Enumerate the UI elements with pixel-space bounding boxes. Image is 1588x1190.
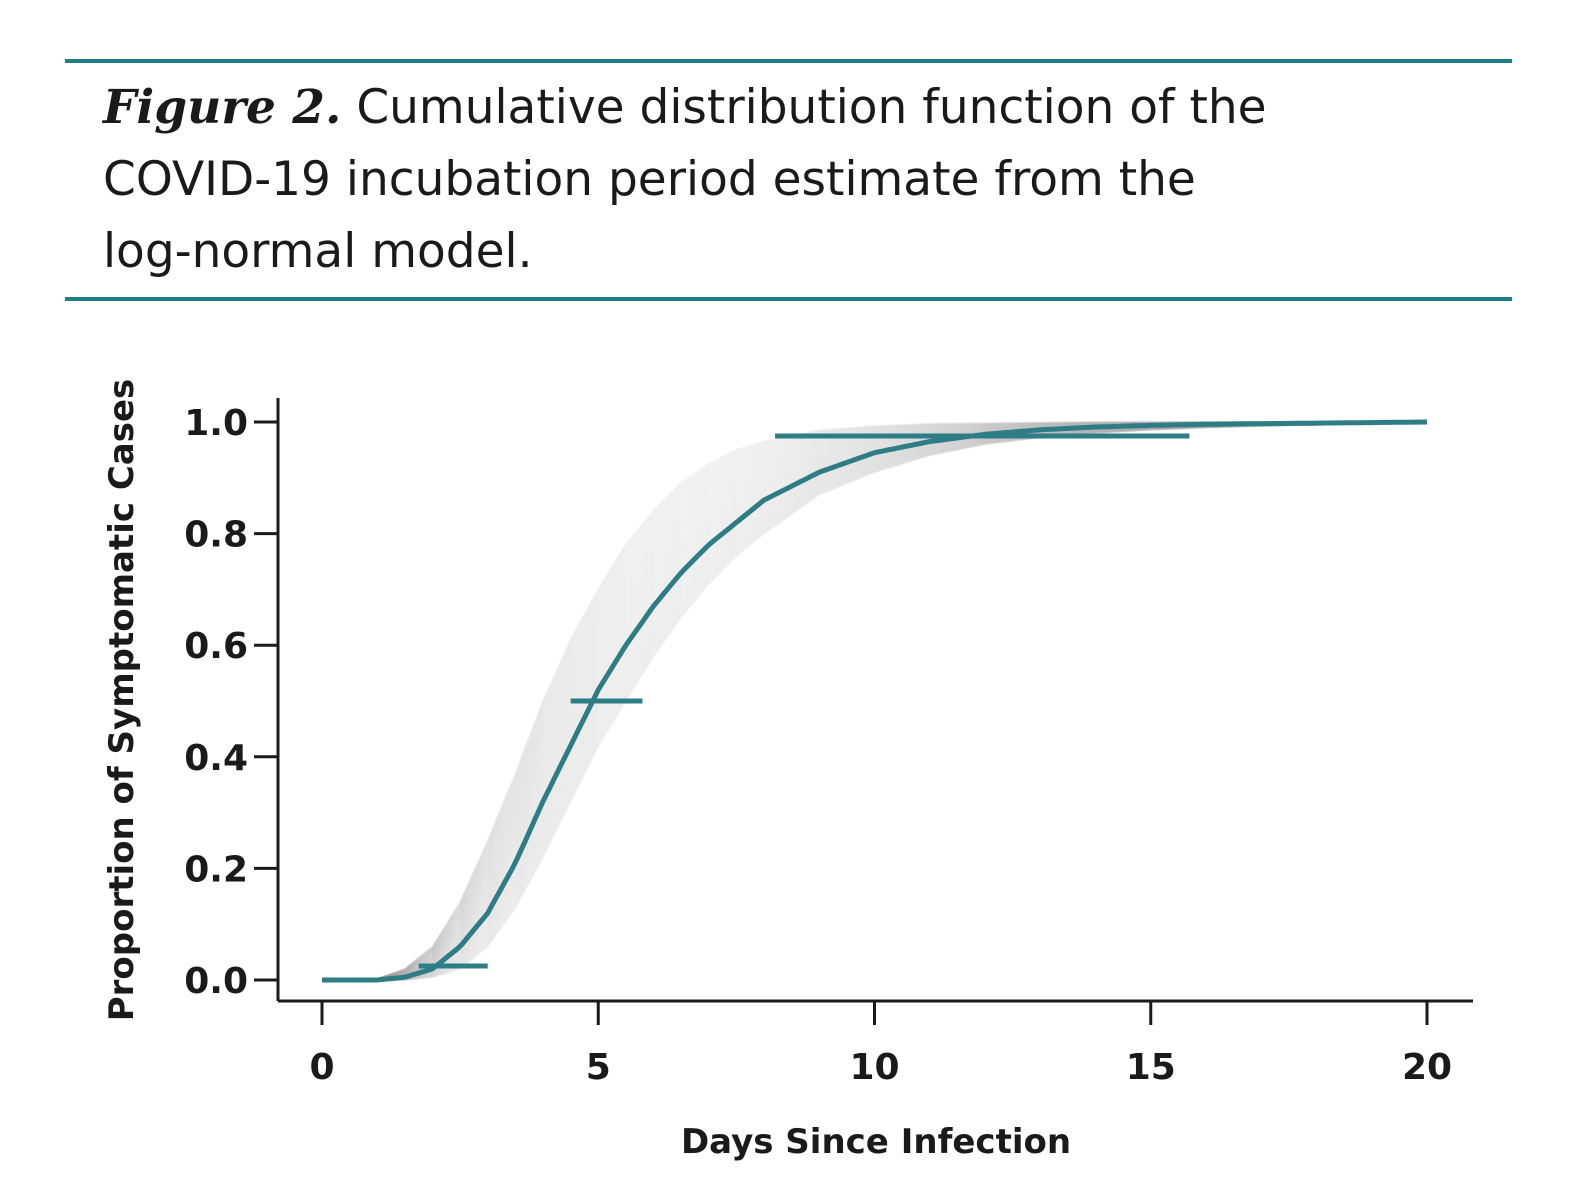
y-tick-label: 0.4 bbox=[184, 738, 248, 779]
y-tick-label: 0.6 bbox=[184, 626, 248, 667]
x-tick-label: 0 bbox=[309, 1047, 334, 1088]
caption-line-1: Figure 2. Cumulative distribution functi… bbox=[103, 72, 1503, 144]
caption-bottom-rule bbox=[65, 297, 1512, 301]
x-axis-title: Days Since Infection bbox=[681, 1122, 1071, 1162]
x-tick-label: 5 bbox=[586, 1047, 611, 1088]
axes: 0.0 0.2 0.4 0.6 0.8 1.0 0 5 10 15 20 bbox=[184, 398, 1473, 1088]
figure-label: Figure 2. bbox=[103, 80, 342, 135]
caption-line-2: COVID-19 incubation period estimate from… bbox=[103, 152, 1196, 207]
x-tick-label: 20 bbox=[1402, 1047, 1452, 1088]
figure-caption: Figure 2. Cumulative distribution functi… bbox=[103, 72, 1503, 288]
interval-markers bbox=[418, 433, 1190, 969]
x-tick-label: 15 bbox=[1126, 1047, 1176, 1088]
caption-top-rule bbox=[65, 59, 1512, 63]
x-tick-label: 10 bbox=[849, 1047, 899, 1088]
y-tick-label: 0.8 bbox=[184, 515, 248, 556]
caption-text-1: Cumulative distribution function of the bbox=[356, 80, 1267, 135]
y-axis-title: Proportion of Symptomatic Cases bbox=[102, 379, 142, 1022]
caption-line-3: log-normal model. bbox=[103, 224, 533, 279]
y-tick-label: 1.0 bbox=[184, 403, 248, 444]
y-tick-label: 0.0 bbox=[184, 961, 248, 1002]
cdf-main-line bbox=[322, 419, 1427, 983]
main-series bbox=[322, 419, 1427, 983]
uncertainty-curve bbox=[321, 421, 1427, 981]
uncertainty-curves bbox=[321, 421, 1428, 981]
uncertainty-curve bbox=[322, 422, 1428, 981]
y-tick-label: 0.2 bbox=[184, 849, 248, 890]
